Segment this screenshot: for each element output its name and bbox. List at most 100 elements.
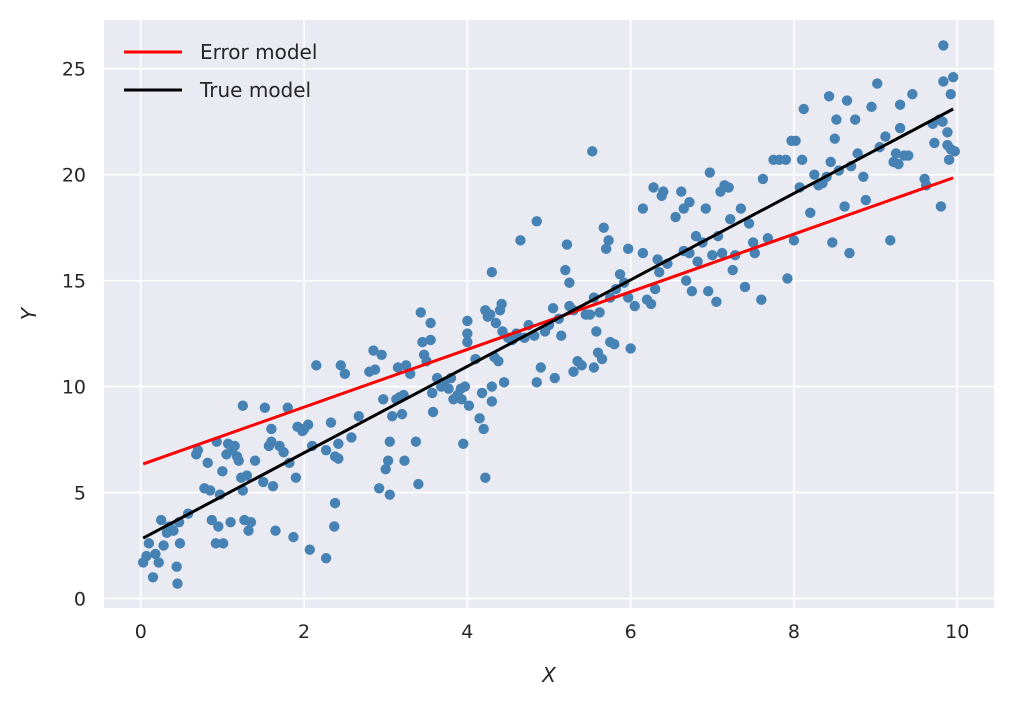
data-point — [637, 247, 649, 259]
data-point — [716, 247, 728, 259]
x-tick-label: 0 — [135, 621, 147, 643]
data-point — [476, 387, 488, 399]
data-point — [210, 538, 222, 549]
x-tick-label: 4 — [461, 621, 473, 643]
data-point — [841, 95, 853, 106]
data-point — [704, 167, 716, 178]
data-point — [278, 447, 289, 458]
data-point — [938, 40, 949, 51]
grid-lines — [104, 20, 994, 608]
data-point — [462, 328, 473, 339]
data-point — [584, 309, 596, 320]
data-point — [947, 72, 959, 83]
data-point — [443, 383, 454, 394]
data-point — [549, 372, 560, 384]
legend-label-true-model: True model — [199, 78, 311, 102]
data-point — [143, 538, 155, 549]
data-point — [890, 148, 902, 159]
data-point — [587, 146, 598, 157]
data-point — [382, 455, 394, 466]
data-point — [561, 239, 573, 250]
data-point — [576, 360, 587, 371]
data-point — [809, 169, 820, 180]
tick-labels: 0 2 4 6 8 10 0 5 10 15 20 25 — [62, 59, 970, 643]
data-point — [827, 237, 838, 248]
data-point — [427, 406, 439, 418]
plot-background — [104, 20, 994, 608]
data-point — [805, 207, 816, 219]
data-point — [206, 514, 217, 526]
data-point — [935, 201, 947, 212]
data-point — [676, 186, 687, 197]
data-point — [380, 464, 391, 475]
data-point — [288, 531, 299, 543]
data-point — [427, 387, 438, 399]
data-point — [531, 216, 542, 227]
data-point — [392, 362, 404, 373]
data-point — [266, 423, 277, 435]
data-point — [241, 470, 253, 481]
data-point — [378, 394, 389, 405]
data-point — [153, 557, 164, 568]
data-point — [907, 88, 918, 100]
data-point — [463, 400, 475, 411]
y-tick-label: 5 — [74, 483, 86, 505]
data-point — [158, 540, 169, 551]
y-tick-label: 0 — [74, 588, 86, 610]
data-point — [692, 256, 703, 267]
true-model-line — [142, 107, 954, 540]
data-point — [335, 360, 346, 371]
data-point — [282, 402, 293, 413]
data-point — [462, 336, 473, 348]
data-point — [384, 489, 395, 500]
data-point — [141, 550, 152, 562]
data-point — [790, 135, 801, 146]
data-point — [485, 309, 496, 320]
data-point — [564, 277, 575, 288]
data-point — [535, 362, 547, 373]
data-point — [591, 326, 602, 337]
data-point — [757, 173, 769, 185]
data-point — [684, 197, 695, 208]
data-point — [625, 343, 636, 354]
data-point — [645, 298, 657, 310]
data-point — [649, 283, 661, 295]
data-point — [823, 91, 835, 102]
data-point — [339, 368, 351, 380]
data-point — [458, 438, 469, 449]
data-point — [600, 243, 612, 255]
data-point — [396, 408, 408, 420]
data-point — [652, 254, 663, 265]
data-point — [266, 436, 277, 447]
data-point — [174, 538, 186, 549]
data-point — [937, 116, 948, 127]
data-point — [788, 235, 800, 246]
data-point — [486, 266, 498, 278]
data-point — [866, 101, 877, 113]
data-point — [942, 127, 953, 138]
data-point — [880, 131, 891, 142]
data-point — [155, 514, 167, 526]
data-point — [903, 150, 914, 161]
data-point — [747, 237, 759, 248]
data-point — [459, 381, 471, 392]
data-point — [825, 156, 836, 168]
data-point — [735, 203, 747, 214]
data-point — [245, 516, 257, 528]
data-point — [329, 497, 341, 509]
data-point — [556, 330, 567, 341]
data-point — [680, 275, 692, 286]
data-point — [229, 440, 240, 452]
data-point — [478, 423, 489, 435]
data-point — [150, 548, 161, 560]
data-point — [376, 349, 387, 360]
data-point — [690, 230, 702, 242]
data-point — [425, 334, 436, 346]
data-point — [425, 317, 436, 329]
data-point — [743, 218, 755, 229]
scatter-points — [137, 40, 961, 589]
data-point — [311, 360, 322, 371]
model-lines — [142, 107, 954, 540]
data-point — [204, 485, 216, 496]
